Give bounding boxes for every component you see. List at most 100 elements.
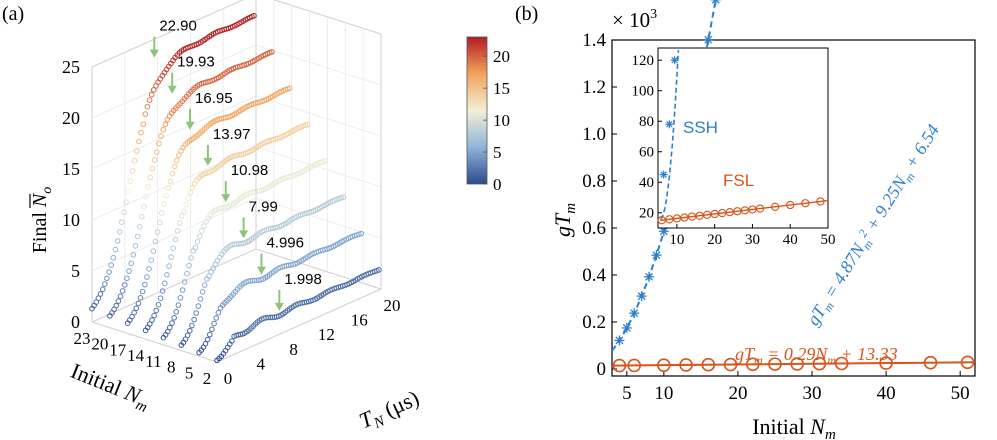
curve-point — [173, 309, 179, 315]
curve-point — [251, 13, 257, 19]
curve-point — [126, 268, 132, 274]
ssh-point — [644, 271, 655, 282]
inset-fsl-point — [786, 200, 795, 210]
fsl-point — [960, 355, 975, 370]
curve-point — [131, 157, 138, 164]
curve-point — [196, 233, 203, 239]
grid-line — [91, 44, 382, 119]
3d-box-frame — [91, 0, 382, 363]
inset-y-tick-label: 100 — [632, 84, 655, 100]
curve-point — [116, 229, 123, 235]
colorbar-tick-label: 5 — [493, 143, 502, 162]
curve-point — [124, 275, 130, 282]
x-tick-label: 50 — [951, 383, 970, 404]
curve-point — [171, 315, 177, 321]
curve-point — [201, 223, 207, 229]
curve-point — [151, 87, 157, 93]
curve-point — [358, 230, 365, 237]
main-y-ticks: 0 0.2 0.4 0.6 0.8 1.0 1.2 1.4 — [582, 30, 617, 380]
curve-point — [134, 233, 141, 240]
curve-point — [106, 269, 112, 275]
nm-tick-label: 11 — [145, 352, 161, 371]
main-x-ticks: 5 10 20 30 40 50 — [622, 371, 970, 404]
curve-point — [171, 163, 178, 170]
ssh-point-stroke — [622, 323, 631, 332]
curve-point — [286, 85, 293, 91]
z-tick-label: 25 — [62, 57, 80, 77]
curve-point — [140, 121, 146, 128]
curve-point — [269, 49, 275, 55]
curve-point — [121, 209, 127, 216]
curve-point — [113, 302, 120, 309]
inset-x-ticks: 10 20 30 40 50 — [669, 224, 836, 248]
box-edge — [91, 0, 244, 68]
curve-point — [165, 184, 171, 191]
ssh-point — [614, 335, 625, 346]
z-axis-label: Final No — [29, 187, 55, 253]
x-tick-label: 10 — [654, 383, 673, 404]
y-tick-label: 0.4 — [582, 265, 606, 286]
curve-point — [146, 97, 153, 103]
ssh-point-stroke — [630, 309, 639, 318]
curve-point — [174, 228, 181, 234]
curve-point — [186, 262, 192, 269]
nm-tick-label: 5 — [185, 363, 194, 382]
x-tick-label: 30 — [803, 383, 822, 404]
curve-point — [162, 280, 168, 287]
fsl-point — [745, 357, 760, 372]
curve-point — [189, 322, 195, 329]
x-tick-label: 20 — [728, 383, 747, 404]
box-edge — [91, 248, 257, 323]
curve-point — [136, 223, 143, 230]
arrow-head — [149, 49, 159, 58]
colorbar-tick-label: 20 — [493, 47, 510, 66]
inset-fsl-point — [770, 202, 780, 211]
inset-x-tick-label: 20 — [707, 232, 722, 248]
fsl-fit-line — [611, 361, 976, 367]
curves — [89, 13, 382, 364]
curve-point — [170, 245, 177, 251]
ssh-point — [703, 34, 714, 45]
curve-point — [188, 255, 194, 261]
curve-point — [152, 238, 159, 245]
y-tick-label: 1.0 — [582, 124, 606, 145]
curve-point — [207, 331, 213, 338]
curve-point — [161, 201, 167, 207]
arrow-head — [239, 230, 249, 239]
y-tick-label: 0.6 — [582, 218, 606, 239]
fsl-point — [812, 356, 827, 371]
curve-point — [142, 281, 148, 288]
curve-point — [114, 238, 121, 244]
inset-axes-frame — [657, 47, 829, 229]
curve-point — [184, 270, 190, 277]
curve-point — [117, 293, 124, 300]
curve-point — [187, 328, 193, 334]
value-annotation: 4.996 — [266, 235, 304, 252]
main-axes-frame — [611, 39, 976, 377]
curve-point — [179, 213, 185, 219]
inset-y-tick-label: 40 — [639, 175, 654, 191]
curve-point — [143, 193, 149, 200]
curve-point — [175, 302, 182, 308]
curve-point — [135, 300, 142, 307]
curve-point — [187, 189, 194, 196]
curve-point — [194, 238, 201, 245]
curve-point — [213, 315, 219, 321]
curve-point — [176, 152, 182, 158]
fsl-point — [879, 356, 893, 370]
curve-point — [136, 138, 142, 145]
fsl-fit-label: gTm = 0.29Nm + 13.33 — [735, 344, 898, 367]
curve-point — [147, 174, 154, 181]
curve-point — [129, 168, 136, 174]
curve-point — [181, 208, 187, 215]
scale-label: × 103 — [612, 7, 657, 32]
curve-point — [322, 158, 329, 164]
inset-y-tick-label: 20 — [639, 206, 654, 222]
panel-b: (b) × 103 0 0.2 0.4 0.6 0.8 1.0 1.2 1.4 5 10 20 30… — [515, 0, 976, 440]
fsl-point — [679, 358, 693, 372]
z-tick-label: 0 — [71, 312, 80, 332]
curve-point — [167, 178, 174, 185]
arrow-head — [274, 302, 284, 311]
inset-ssh-point — [670, 56, 679, 65]
